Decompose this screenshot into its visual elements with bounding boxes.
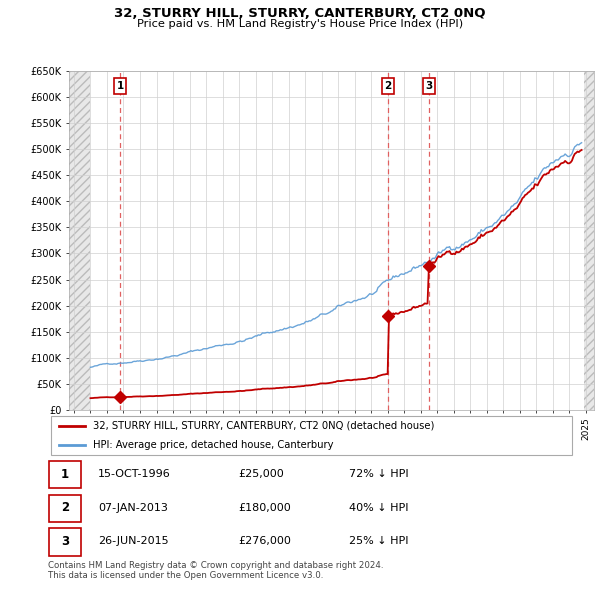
Text: 32, STURRY HILL, STURRY, CANTERBURY, CT2 0NQ (detached house): 32, STURRY HILL, STURRY, CANTERBURY, CT2… (93, 421, 434, 431)
Text: 3: 3 (61, 535, 69, 548)
Text: 32, STURRY HILL, STURRY, CANTERBURY, CT2 0NQ: 32, STURRY HILL, STURRY, CANTERBURY, CT2… (114, 7, 486, 20)
Text: £180,000: £180,000 (238, 503, 291, 513)
FancyBboxPatch shape (49, 461, 81, 489)
Text: Price paid vs. HM Land Registry's House Price Index (HPI): Price paid vs. HM Land Registry's House … (137, 19, 463, 30)
Text: 2: 2 (61, 501, 69, 514)
Text: 15-OCT-1996: 15-OCT-1996 (98, 469, 171, 479)
FancyBboxPatch shape (49, 528, 81, 556)
Text: 25% ↓ HPI: 25% ↓ HPI (349, 536, 409, 546)
Text: 3: 3 (425, 81, 433, 91)
Text: Contains HM Land Registry data © Crown copyright and database right 2024.
This d: Contains HM Land Registry data © Crown c… (48, 560, 383, 580)
Text: £276,000: £276,000 (238, 536, 291, 546)
Text: 2: 2 (385, 81, 392, 91)
Text: 07-JAN-2013: 07-JAN-2013 (98, 503, 168, 513)
Text: 26-JUN-2015: 26-JUN-2015 (98, 536, 169, 546)
Text: 1: 1 (61, 467, 69, 480)
Text: 72% ↓ HPI: 72% ↓ HPI (349, 469, 409, 479)
Text: HPI: Average price, detached house, Canterbury: HPI: Average price, detached house, Cant… (93, 440, 334, 450)
FancyBboxPatch shape (50, 416, 572, 455)
Text: 40% ↓ HPI: 40% ↓ HPI (349, 503, 409, 513)
Text: £25,000: £25,000 (238, 469, 284, 479)
FancyBboxPatch shape (49, 494, 81, 522)
Text: 1: 1 (116, 81, 124, 91)
